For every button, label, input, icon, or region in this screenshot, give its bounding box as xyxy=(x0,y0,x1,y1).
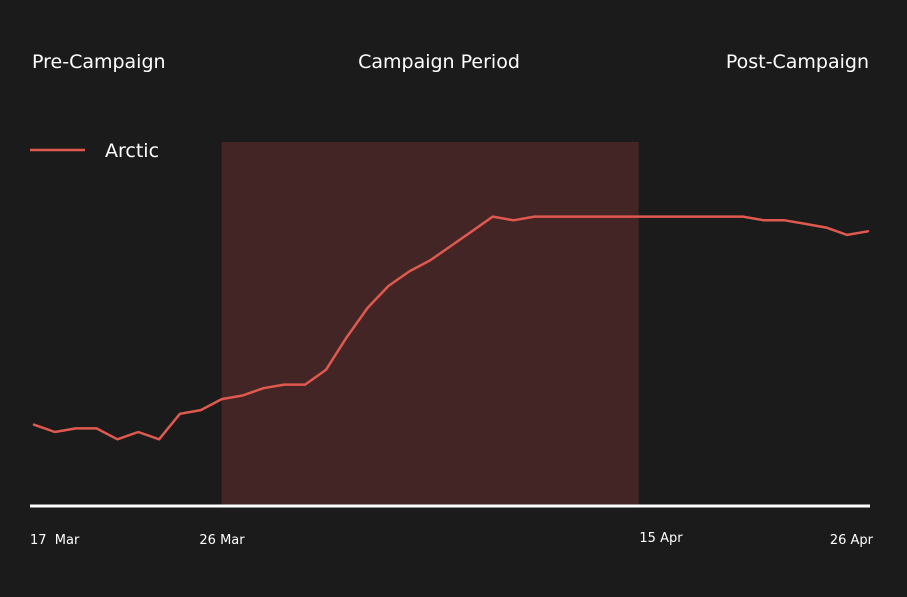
legend-label: Arctic xyxy=(105,140,159,162)
x-tick-label: 17 Mar xyxy=(30,533,80,548)
x-tick-label: 15 Apr xyxy=(639,531,683,546)
x-tick-label: 26 Apr xyxy=(830,533,874,548)
period-label-post: Post-Campaign xyxy=(726,51,869,73)
period-label-pre: Pre-Campaign xyxy=(32,51,166,73)
campaign-highlight-band xyxy=(221,142,639,505)
period-label-campaign: Campaign Period xyxy=(358,51,520,73)
series-line-arctic xyxy=(32,215,870,441)
x-tick-label: 26 Mar xyxy=(199,533,245,548)
